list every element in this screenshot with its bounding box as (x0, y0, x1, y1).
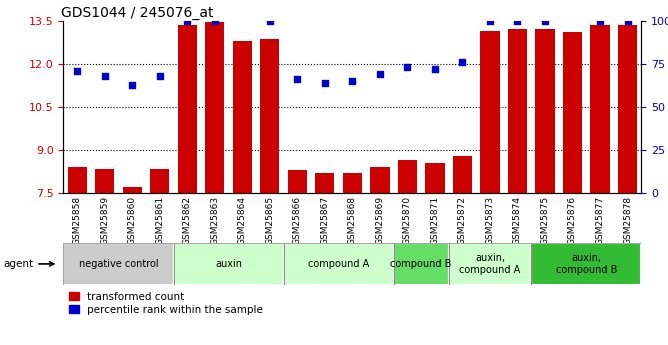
Bar (174, 243, 284, 285)
Text: GSM25868: GSM25868 (348, 196, 357, 245)
Bar (63, 243, 174, 285)
Text: auxin,
compound B: auxin, compound B (556, 253, 617, 275)
Bar (449, 243, 531, 285)
Text: GSM25869: GSM25869 (375, 196, 384, 245)
Bar (453, 156, 472, 193)
Text: GSM25878: GSM25878 (623, 196, 632, 245)
Point (154, 73, 165, 79)
Bar (393, 243, 449, 285)
Text: GSM25863: GSM25863 (210, 196, 219, 245)
Point (375, 71, 385, 77)
Bar (480, 31, 500, 193)
Bar (531, 243, 641, 285)
Text: GSM25871: GSM25871 (430, 196, 440, 245)
Point (210, 18, 220, 23)
Point (292, 77, 303, 82)
Bar (178, 25, 197, 193)
Text: GSM25870: GSM25870 (403, 196, 412, 245)
Bar (618, 25, 637, 193)
Point (182, 18, 192, 23)
Point (72, 68, 83, 73)
Bar (563, 32, 582, 193)
Point (484, 18, 495, 23)
Bar (67, 167, 87, 193)
Point (540, 18, 550, 23)
Point (595, 18, 605, 23)
Bar (288, 170, 307, 193)
Bar (531, 243, 641, 285)
Bar (397, 160, 417, 193)
Text: GSM25874: GSM25874 (513, 196, 522, 245)
Point (622, 18, 633, 23)
Text: auxin: auxin (215, 259, 242, 269)
Bar (343, 173, 362, 193)
Text: GSM25877: GSM25877 (595, 196, 605, 245)
Text: GSM25864: GSM25864 (238, 196, 246, 245)
Point (402, 65, 413, 70)
Text: GSM25876: GSM25876 (568, 196, 577, 245)
Point (100, 73, 110, 79)
Point (127, 82, 138, 87)
Bar (315, 173, 335, 193)
Text: GDS1044 / 245076_at: GDS1044 / 245076_at (61, 6, 213, 20)
Legend: transformed count, percentile rank within the sample: transformed count, percentile rank withi… (69, 292, 263, 315)
Text: compound B: compound B (391, 259, 452, 269)
Text: GSM25858: GSM25858 (73, 196, 81, 245)
Bar (370, 167, 389, 193)
Bar (449, 243, 531, 285)
Text: GSM25873: GSM25873 (486, 196, 494, 245)
Point (512, 18, 523, 23)
Bar (123, 187, 142, 193)
Bar (261, 39, 279, 193)
Bar (232, 41, 252, 193)
Point (265, 18, 275, 23)
Text: GSM25872: GSM25872 (458, 196, 467, 245)
Text: compound A: compound A (308, 259, 369, 269)
Bar (508, 29, 527, 193)
Bar (205, 22, 224, 193)
Text: GSM25867: GSM25867 (321, 196, 329, 245)
Bar (393, 243, 449, 285)
Text: GSM25865: GSM25865 (265, 196, 275, 245)
Text: agent: agent (3, 259, 53, 269)
Bar (426, 163, 444, 193)
Point (347, 78, 358, 84)
Text: GSM25862: GSM25862 (183, 196, 192, 245)
Text: GSM25861: GSM25861 (155, 196, 164, 245)
Point (430, 66, 440, 72)
Bar (63, 243, 174, 285)
Bar (150, 169, 170, 193)
Point (319, 80, 330, 86)
Text: GSM25866: GSM25866 (293, 196, 302, 245)
Text: negative control: negative control (79, 259, 158, 269)
Text: GSM25860: GSM25860 (128, 196, 137, 245)
Bar (284, 243, 393, 285)
Text: GSM25875: GSM25875 (540, 196, 550, 245)
Bar (174, 243, 284, 285)
Bar (95, 169, 114, 193)
Bar (284, 243, 393, 285)
Text: auxin,
compound A: auxin, compound A (460, 253, 520, 275)
Bar (535, 29, 554, 193)
Bar (591, 25, 610, 193)
Text: GSM25859: GSM25859 (100, 196, 110, 245)
Point (457, 59, 468, 65)
